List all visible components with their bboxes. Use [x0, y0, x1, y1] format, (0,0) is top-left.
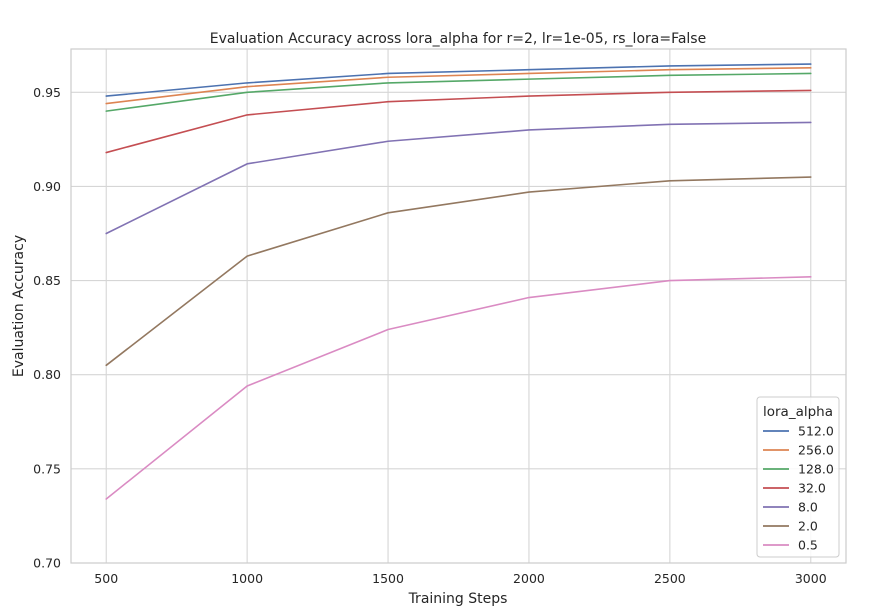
- tick-labels: 500 1000 1500 2000 2500 3000 0.70 0.75 0.80 0.85 0…: [33, 85, 827, 586]
- legend-label-2.0: 2.0: [798, 519, 818, 534]
- series-line-8.0: [105, 121, 812, 235]
- plot-frame: [70, 48, 847, 564]
- x-tick-label: 1500: [372, 571, 404, 586]
- series-line-32.0: [105, 89, 812, 154]
- legend-label-512.0: 512.0: [798, 424, 834, 439]
- grid: [71, 49, 846, 564]
- legend-box: [756, 396, 840, 558]
- series-line-256.0: [105, 67, 812, 105]
- y-tick-label: 0.85: [33, 273, 61, 288]
- y-tick-label: 0.90: [33, 179, 61, 194]
- legend: lora_alpha 512.0 256.0 128.0 32.0 8.0 2.0 0.5: [756, 396, 840, 558]
- x-tick-label: 3000: [795, 571, 827, 586]
- chart-title: Evaluation Accuracy across lora_alpha fo…: [210, 31, 706, 47]
- series-line-128.0: [105, 72, 812, 112]
- legend-label-256.0: 256.0: [798, 443, 834, 458]
- y-tick-label: 0.80: [33, 367, 61, 382]
- legend-label-32.0: 32.0: [798, 481, 826, 496]
- y-axis-label: Evaluation Accuracy: [11, 235, 27, 377]
- x-tick-label: 2000: [513, 571, 545, 586]
- series-lines: [105, 63, 812, 500]
- legend-title: lora_alpha: [763, 404, 833, 420]
- x-axis-label: Training Steps: [408, 591, 508, 607]
- legend-label-128.0: 128.0: [798, 462, 834, 477]
- series-line-0.5: [105, 276, 812, 500]
- legend-label-0.5: 0.5: [798, 538, 818, 553]
- x-tick-label: 1000: [231, 571, 263, 586]
- y-tick-label: 0.95: [33, 85, 61, 100]
- x-tick-label: 500: [94, 571, 118, 586]
- x-tick-label: 2500: [654, 571, 686, 586]
- legend-label-8.0: 8.0: [798, 500, 818, 515]
- y-tick-label: 0.70: [33, 556, 61, 571]
- series-line-512.0: [105, 63, 812, 97]
- series-line-2.0: [105, 176, 812, 367]
- y-tick-label: 0.75: [33, 461, 61, 476]
